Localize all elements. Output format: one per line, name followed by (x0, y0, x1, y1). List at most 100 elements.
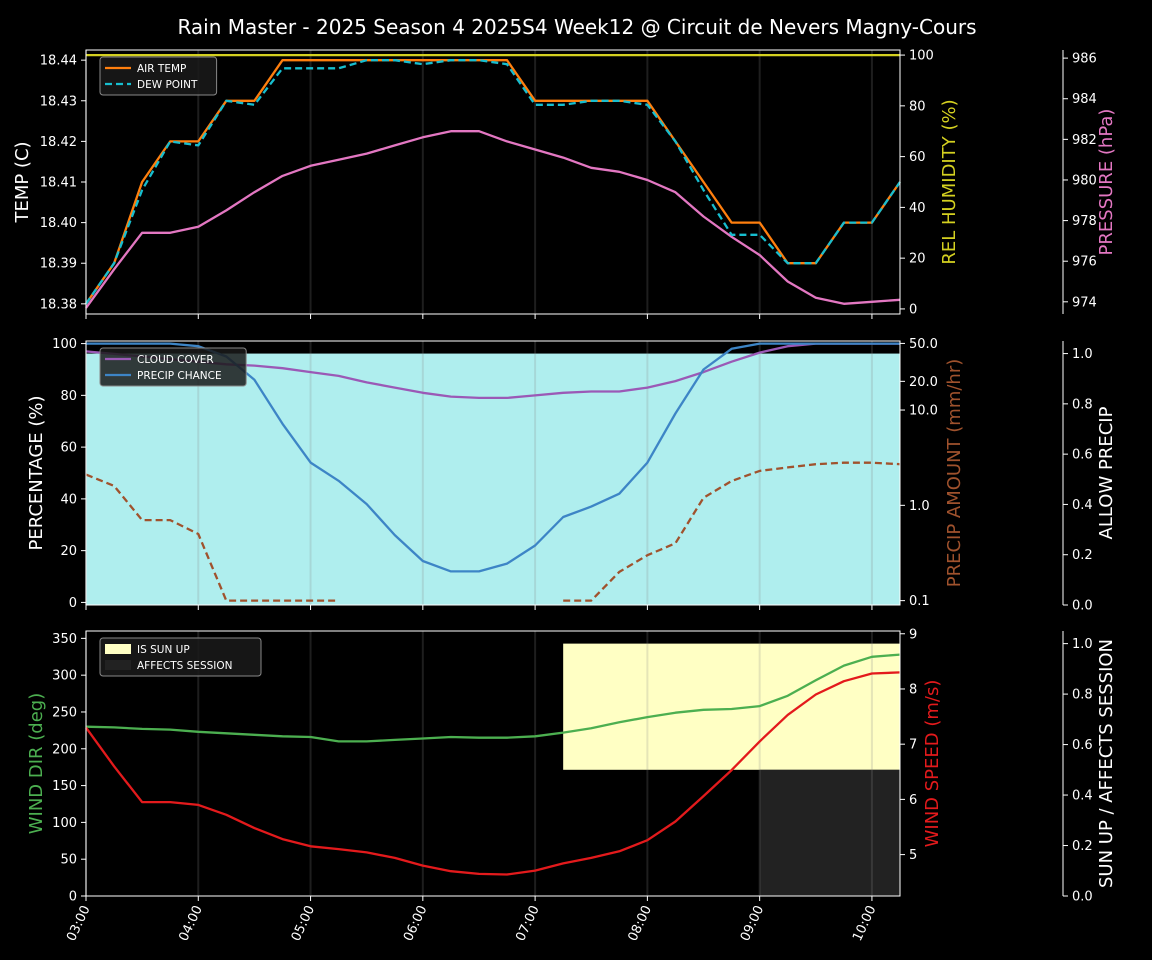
tick-label: 20 (60, 544, 77, 559)
tick-label: 20 (909, 252, 926, 267)
chart-title: Rain Master - 2025 Season 4 2025S4 Week1… (177, 15, 976, 39)
axis-left: 18.38 18.39 18.40 18.41 18.42 18.43 18.44 TEMP … (12, 54, 86, 312)
allow-precip-fill (86, 353, 900, 605)
legend-frame (99, 347, 247, 387)
tick-label: 9 (909, 627, 917, 642)
tick-label: 18.38 (40, 297, 77, 312)
legend: CLOUD COVER PRECIP CHANCE (99, 347, 247, 387)
tick-label: 974 (1072, 295, 1097, 310)
tick-label: 60 (909, 150, 926, 165)
series-wind-dir (85, 653, 901, 743)
tick-label: 40 (909, 201, 926, 216)
tick-label: 10.0 (909, 404, 938, 419)
tick-label: 986 (1072, 52, 1097, 67)
legend: AIR TEMP DEW POINT (99, 56, 218, 96)
tick-label: 5 (909, 848, 917, 863)
band-affects-session (759, 769, 900, 896)
series-wind-speed (85, 671, 901, 876)
tick-label: 980 (1072, 173, 1097, 188)
tick-label: 350 (52, 632, 77, 647)
tick-label: 300 (52, 669, 77, 684)
series-precip-amount (85, 461, 901, 602)
axis-right2: 0.0 0.2 0.4 0.6 0.8 1.0 SUN UP / AFFECTS SESSI… (1062, 631, 1117, 905)
tick-label: 18.42 (40, 135, 77, 150)
tick-label: 6 (909, 793, 917, 808)
tick-label: 50.0 (909, 337, 938, 352)
legend-swatch (105, 644, 131, 654)
tick-label: 20.0 (909, 375, 938, 390)
tick-label: 18.41 (40, 176, 77, 191)
tick-label: 18.39 (40, 257, 77, 272)
axis-left: 0 50 100 150 200 250 300 350 WIND DIR (deg) (26, 632, 86, 905)
tick-label: 976 (1072, 255, 1097, 270)
tick-label: 18.40 (40, 216, 77, 231)
tick-label: 978 (1072, 214, 1097, 229)
series-pressure (85, 130, 901, 309)
axis-label: PRESSURE (hPa) (1096, 109, 1117, 256)
legend: IS SUN UP AFFECTS SESSION (99, 637, 262, 677)
tick-label: 8 (909, 682, 917, 697)
legend-label: DEW POINT (137, 79, 198, 91)
tick-label: 0.4 (1072, 789, 1093, 804)
tick-label: 984 (1072, 92, 1097, 107)
axis-right1: 0.1 1.0 10.0 20.0 50.0 PRECIP AMOUNT (mm/hr) (900, 337, 965, 609)
legend-label: PRECIP CHANCE (137, 370, 222, 382)
tick-label: 0.8 (1072, 397, 1093, 412)
tick-label: 0 (69, 596, 77, 611)
tick-label: 0 (69, 890, 77, 905)
legend-label: AIR TEMP (137, 63, 186, 75)
axis-left: 0 20 40 60 80 100 PERCENTAGE (%) (26, 337, 86, 611)
axis-label: PERCENTAGE (%) (26, 395, 47, 550)
tick-label: 0.8 (1072, 688, 1093, 703)
tick-label: 0.6 (1072, 738, 1093, 753)
tick-label: 0.2 (1072, 839, 1093, 854)
tick-label: 0.4 (1072, 498, 1093, 513)
plot-frame (85, 340, 901, 606)
tick-label: 1.0 (1072, 637, 1093, 652)
axis-label: ALLOW PRECIP (1096, 406, 1117, 539)
tick-label: 18.44 (40, 54, 77, 69)
tick-label: 100 (52, 816, 77, 831)
legend-frame (99, 56, 218, 96)
tick-label: 0.0 (1072, 599, 1093, 614)
axis-label: WIND SPEED (m/s) (922, 680, 943, 848)
tick-label: 60 (60, 441, 77, 456)
axis-right1: 5 6 7 8 9 WIND SPEED (m/s) (900, 627, 943, 863)
axis-label: SUN UP / AFFECTS SESSION (1096, 639, 1117, 888)
tick-label: 0.6 (1072, 448, 1093, 463)
axis-label: PRECIP AMOUNT (mm/hr) (944, 359, 965, 588)
tick-label: 40 (60, 492, 77, 507)
tick-label: 0.0 (1072, 890, 1093, 905)
tick-label: 80 (60, 389, 77, 404)
tick-label: 7 (909, 738, 917, 753)
tick-label: 1.0 (909, 499, 930, 514)
axis-label: TEMP (C) (12, 141, 33, 223)
legend-swatch (105, 660, 131, 670)
series-dew-point (85, 59, 901, 305)
tick-label: 50 (60, 853, 77, 868)
band-is-sun-up (563, 643, 900, 770)
tick-label: 150 (52, 779, 77, 794)
axis-label: REL HUMIDITY (%) (939, 99, 960, 264)
tick-label: 0 (909, 302, 917, 317)
tick-label: 1.0 (1072, 347, 1093, 362)
tick-label: 0.1 (909, 594, 930, 609)
legend-label: CLOUD COVER (137, 354, 214, 366)
tick-label: 100 (52, 337, 77, 352)
tick-label: 982 (1072, 133, 1097, 148)
tick-label: 200 (52, 742, 77, 757)
tick-label: 250 (52, 705, 77, 720)
legend-label: AFFECTS SESSION (137, 660, 233, 672)
tick-label: 80 (909, 99, 926, 114)
axis-right2: 0.0 0.2 0.4 0.6 0.8 1.0 ALLOW PRECIP (1062, 341, 1117, 614)
axis-right1: 0 20 40 60 80 100 REL HUMIDITY (%) (900, 49, 960, 317)
plot-frame (85, 630, 901, 897)
axis-right2: 974 976 978 980 982 984 986 PRESSURE (hPa) (1062, 50, 1117, 314)
tick-label: 18.43 (40, 94, 77, 109)
legend-label: IS SUN UP (137, 644, 190, 656)
legend-frame (99, 637, 262, 677)
axis-label: WIND DIR (deg) (26, 693, 47, 835)
tick-label: 0.2 (1072, 548, 1093, 563)
tick-label: 100 (909, 49, 934, 64)
